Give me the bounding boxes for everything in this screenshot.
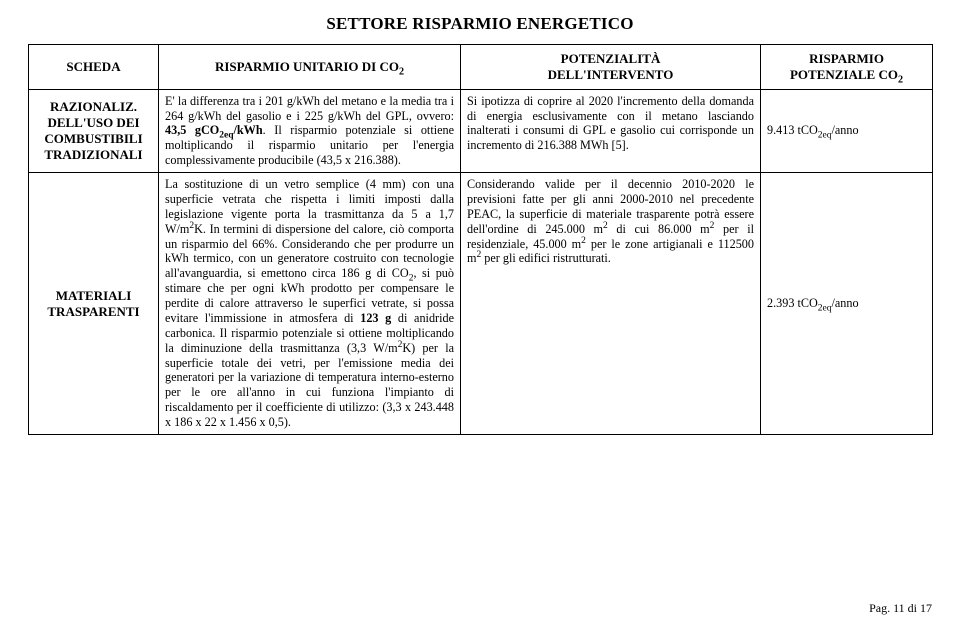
- page: SETTORE RISPARMIO ENERGETICO SCHEDA RISP…: [0, 0, 960, 624]
- risparmio-cell: 9.413 tCO2eq/anno: [761, 89, 933, 172]
- header-unitario-sub: 2: [399, 67, 404, 78]
- scheda-cell: MATERIALI TRASPARENTI: [29, 173, 159, 435]
- unitario-cell: E' la differenza tra i 201 g/kWh del met…: [159, 89, 461, 172]
- unitario-cell: La sostituzione di un vetro semplice (4 …: [159, 173, 461, 435]
- header-risp-sub: 2: [898, 74, 903, 85]
- header-scheda: SCHEDA: [29, 45, 159, 90]
- scheda-cell: RAZIONALIZ. DELL'USO DEI COMBUSTIBILI TR…: [29, 89, 159, 172]
- header-risparmio: RISPARMIO POTENZIALE CO2: [761, 45, 933, 90]
- scheda-label: RAZIONALIZ. DELL'USO DEI COMBUSTIBILI TR…: [35, 99, 152, 162]
- header-risp-l1: RISPARMIO: [809, 51, 884, 66]
- header-pot-l2: DELL'INTERVENTO: [548, 67, 674, 82]
- header-unitario: RISPARMIO UNITARIO DI CO2: [159, 45, 461, 90]
- table-row: MATERIALI TRASPARENTI La sostituzione di…: [29, 173, 933, 435]
- page-footer: Pag. 11 di 17: [869, 601, 932, 616]
- header-potenzialita: POTENZIALITÀ DELL'INTERVENTO: [461, 45, 761, 90]
- header-unitario-text: RISPARMIO UNITARIO DI CO: [215, 59, 399, 74]
- risparmio-cell: 2.393 tCO2eq/anno: [761, 173, 933, 435]
- potenzialita-cell: Considerando valide per il decennio 2010…: [461, 173, 761, 435]
- header-risp-l2a: POTENZIALE CO: [790, 67, 898, 82]
- table-row: RAZIONALIZ. DELL'USO DEI COMBUSTIBILI TR…: [29, 89, 933, 172]
- header-row: SCHEDA RISPARMIO UNITARIO DI CO2 POTENZI…: [29, 45, 933, 90]
- potenzialita-cell: Si ipotizza di coprire al 2020 l'increme…: [461, 89, 761, 172]
- header-scheda-text: SCHEDA: [66, 59, 120, 74]
- page-title: SETTORE RISPARMIO ENERGETICO: [28, 14, 932, 34]
- scheda-label: MATERIALI TRASPARENTI: [35, 288, 152, 320]
- table-body: RAZIONALIZ. DELL'USO DEI COMBUSTIBILI TR…: [29, 89, 933, 434]
- main-table: SCHEDA RISPARMIO UNITARIO DI CO2 POTENZI…: [28, 44, 933, 435]
- header-pot-l1: POTENZIALITÀ: [561, 51, 661, 66]
